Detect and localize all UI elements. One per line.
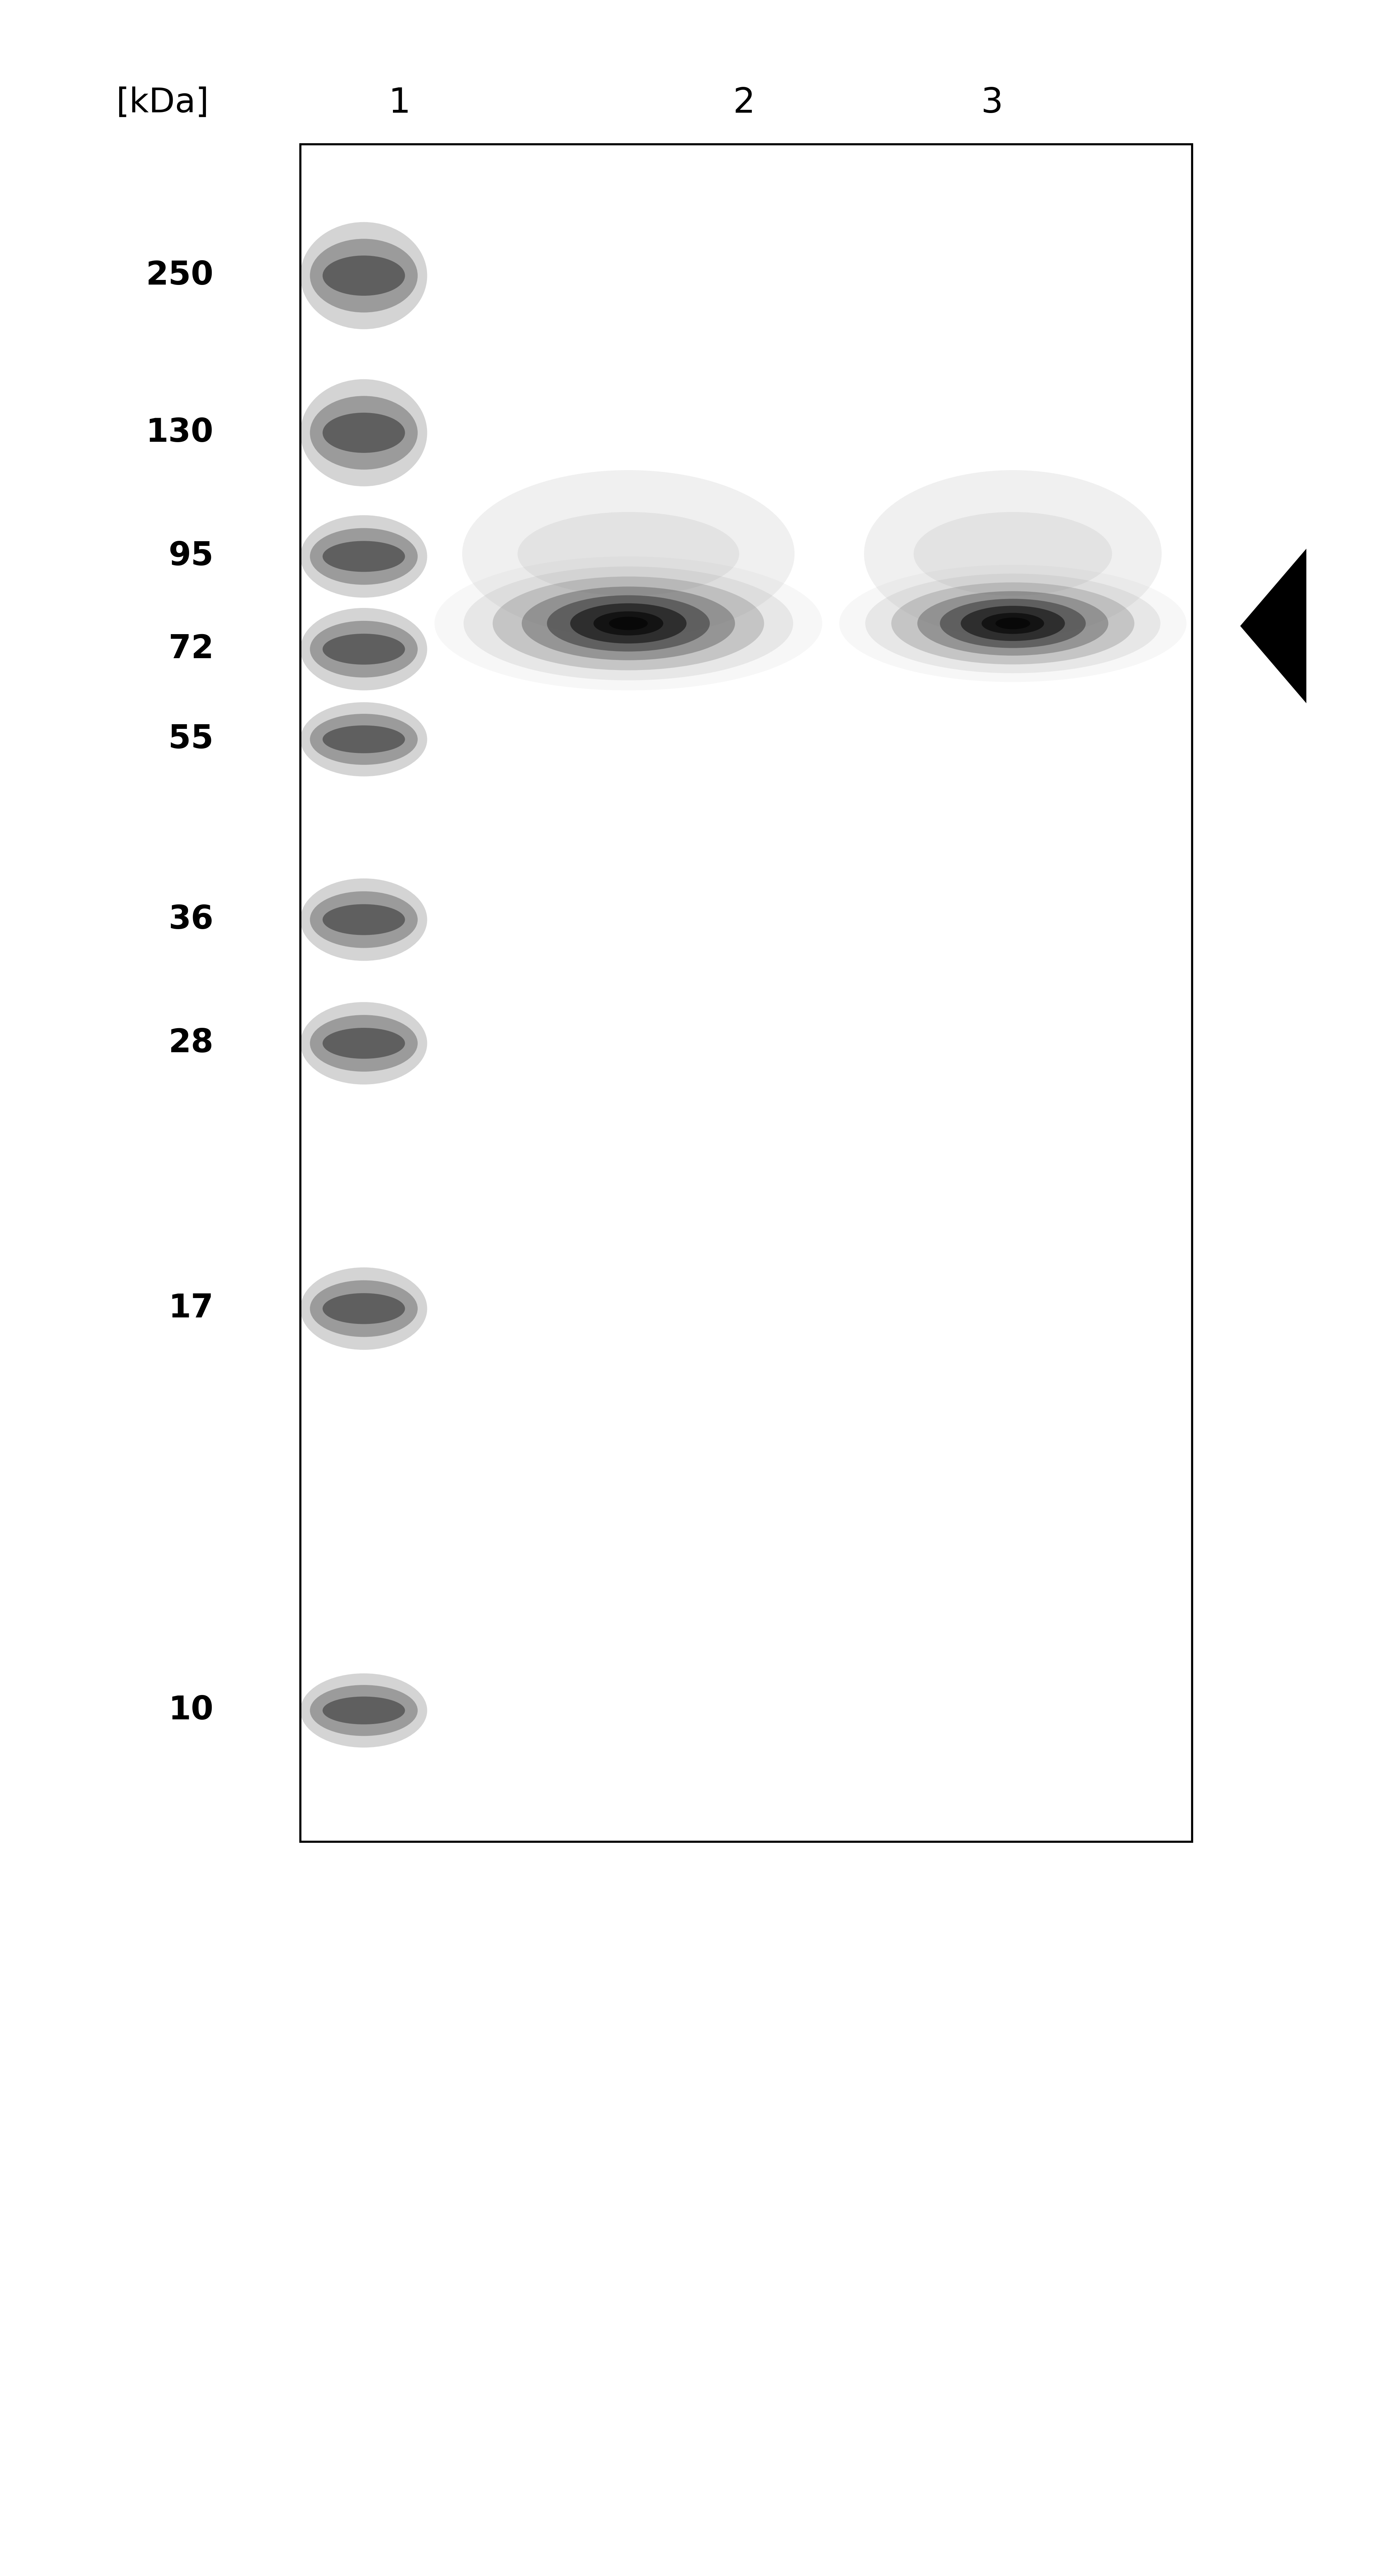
- Ellipse shape: [609, 616, 648, 631]
- Ellipse shape: [322, 634, 405, 665]
- Text: [kDa]: [kDa]: [116, 88, 209, 118]
- Text: 72: 72: [168, 634, 214, 665]
- Ellipse shape: [940, 598, 1086, 649]
- Ellipse shape: [463, 567, 794, 680]
- Ellipse shape: [522, 587, 734, 659]
- Text: 1: 1: [389, 88, 411, 118]
- Ellipse shape: [310, 528, 418, 585]
- Ellipse shape: [310, 397, 418, 469]
- Text: 130: 130: [146, 417, 214, 448]
- Ellipse shape: [300, 515, 427, 598]
- Polygon shape: [1240, 549, 1306, 703]
- Ellipse shape: [865, 574, 1160, 672]
- Ellipse shape: [322, 541, 405, 572]
- Ellipse shape: [300, 878, 427, 961]
- Ellipse shape: [981, 613, 1045, 634]
- Ellipse shape: [995, 618, 1031, 629]
- Ellipse shape: [914, 513, 1112, 595]
- Ellipse shape: [300, 608, 427, 690]
- Ellipse shape: [300, 1002, 427, 1084]
- Ellipse shape: [322, 1293, 405, 1324]
- Text: 36: 36: [168, 904, 214, 935]
- Ellipse shape: [310, 240, 418, 312]
- Ellipse shape: [322, 726, 405, 752]
- Ellipse shape: [300, 379, 427, 487]
- Ellipse shape: [322, 1028, 405, 1059]
- Text: 17: 17: [168, 1293, 214, 1324]
- Ellipse shape: [310, 1685, 418, 1736]
- Ellipse shape: [322, 1698, 405, 1723]
- Ellipse shape: [892, 582, 1134, 665]
- Ellipse shape: [322, 255, 405, 296]
- Ellipse shape: [300, 1267, 427, 1350]
- Ellipse shape: [960, 605, 1065, 641]
- Ellipse shape: [570, 603, 686, 644]
- Ellipse shape: [310, 621, 418, 677]
- Ellipse shape: [300, 222, 427, 330]
- Ellipse shape: [310, 891, 418, 948]
- Text: 3: 3: [981, 88, 1003, 118]
- Bar: [300, 144, 1192, 1842]
- Ellipse shape: [300, 1674, 427, 1747]
- Text: 55: 55: [168, 724, 214, 755]
- Text: 2: 2: [733, 88, 755, 118]
- Ellipse shape: [434, 556, 823, 690]
- Ellipse shape: [864, 469, 1162, 636]
- Ellipse shape: [310, 714, 418, 765]
- Ellipse shape: [322, 412, 405, 453]
- Ellipse shape: [322, 904, 405, 935]
- Ellipse shape: [462, 469, 795, 636]
- Ellipse shape: [839, 564, 1186, 683]
- Text: 95: 95: [168, 541, 214, 572]
- Text: 28: 28: [168, 1028, 214, 1059]
- Ellipse shape: [918, 590, 1108, 657]
- Ellipse shape: [310, 1280, 418, 1337]
- Ellipse shape: [594, 611, 663, 636]
- Text: 250: 250: [146, 260, 214, 291]
- Ellipse shape: [518, 513, 739, 595]
- Bar: [300, 144, 1192, 1842]
- Ellipse shape: [547, 595, 710, 652]
- Ellipse shape: [300, 703, 427, 775]
- Ellipse shape: [493, 577, 763, 670]
- Ellipse shape: [310, 1015, 418, 1072]
- Text: 10: 10: [168, 1695, 214, 1726]
